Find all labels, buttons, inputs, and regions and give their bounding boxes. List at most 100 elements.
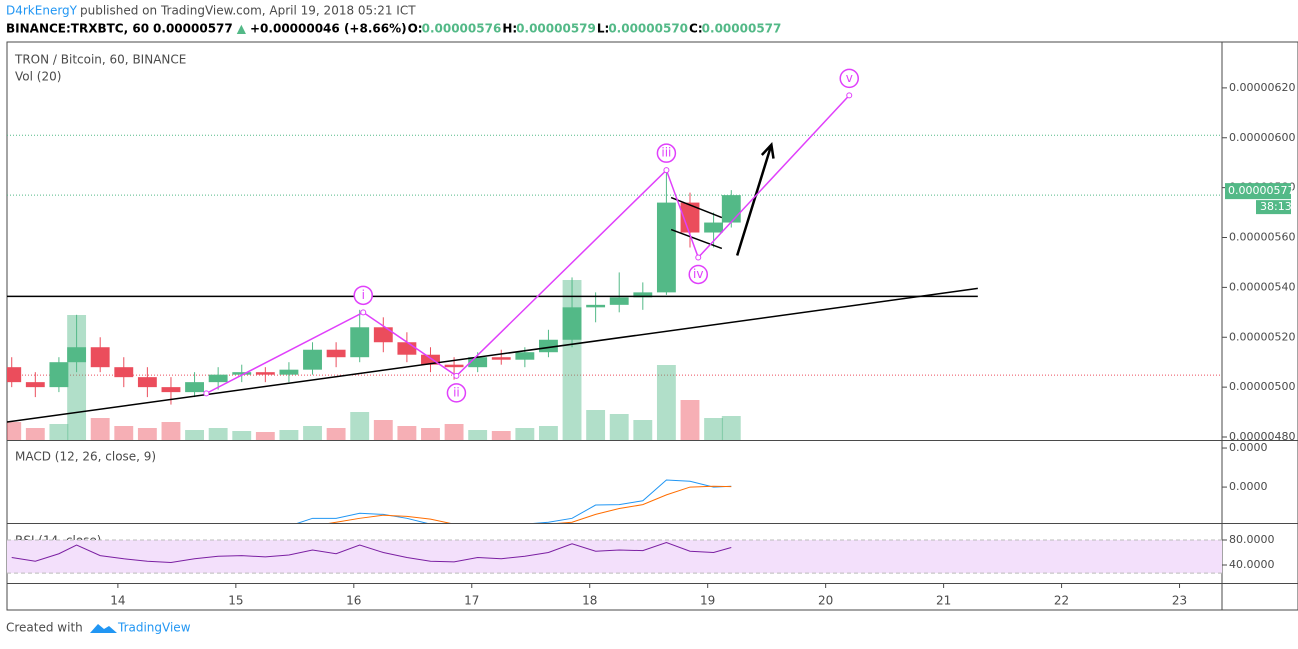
- wave-point: [663, 167, 670, 174]
- wave-label: ii: [453, 385, 460, 399]
- candle-body: [515, 352, 535, 360]
- volume-title: Vol (20): [15, 70, 61, 84]
- rsi-line: [11, 541, 732, 564]
- x-tick-label: 21: [936, 594, 951, 608]
- header-value: 0.00000579: [516, 22, 596, 36]
- volume-bar: [721, 416, 741, 440]
- candle-body: [67, 347, 87, 363]
- countdown-bg: [1256, 200, 1291, 215]
- candle-body: [539, 339, 558, 353]
- volume-bar: [137, 428, 157, 440]
- header-value: 0.00000577: [702, 22, 782, 36]
- wave-line: [206, 94, 850, 395]
- y-tick-label: 0.00000480: [1229, 430, 1295, 443]
- candle-body: [350, 327, 370, 358]
- header-value: 0.00000570: [608, 22, 688, 36]
- macd-signal: [328, 485, 732, 523]
- volume-bar: [421, 428, 440, 440]
- candle-body: [303, 349, 322, 370]
- trendline: [670, 196, 723, 219]
- candle-body: [491, 357, 511, 360]
- x-tick-label: 18: [582, 594, 597, 608]
- wave-point: [203, 390, 210, 397]
- candle-body: [704, 222, 724, 233]
- volume-bar: [397, 426, 417, 440]
- header-value: 0.00000577: [153, 22, 233, 36]
- candle-body: [444, 364, 464, 368]
- y-tick-label: 0.00000620: [1229, 81, 1295, 94]
- volume-bar: [25, 428, 45, 440]
- rsi-band: [7, 540, 1222, 574]
- countdown: 38:13: [1260, 200, 1292, 213]
- candle-body: [468, 357, 488, 368]
- candle-body: [279, 369, 299, 375]
- volume-bar: [208, 428, 228, 440]
- header-value: O:: [408, 22, 423, 36]
- volume-bar: [7, 422, 22, 440]
- trendline: [670, 228, 723, 250]
- symbol-line: BINANCE:TRXBTC, 60 0.00000577 ▲ +0.00000046…: [6, 22, 781, 36]
- wave-badge: [839, 68, 859, 89]
- x-tick-label: 14: [110, 594, 125, 608]
- macd-pane: [296, 479, 732, 523]
- volume-bar: [491, 431, 511, 440]
- wave-label: iv: [693, 267, 703, 281]
- candle-body: [232, 372, 252, 375]
- volume-bar: [680, 400, 700, 440]
- volume-bar: [609, 414, 629, 440]
- volume-bar: [303, 426, 322, 440]
- header-value: H:: [502, 22, 517, 36]
- y-tick-label: 0.00000560: [1229, 231, 1295, 244]
- tradingview-logo: [90, 624, 117, 633]
- chart-title: TRON / Bitcoin, 60, BINANCE: [14, 53, 186, 67]
- macd-macd: [296, 479, 732, 523]
- volume-bar: [373, 420, 393, 440]
- candle-body: [562, 307, 582, 340]
- arrow: [735, 141, 775, 256]
- published-info: published on TradingView.com, April 19, …: [80, 4, 416, 18]
- volume-bar: [586, 410, 606, 440]
- author[interactable]: D4rkEnergY: [6, 4, 78, 18]
- candle-body: [421, 354, 440, 365]
- candle-body: [680, 202, 700, 233]
- volume-bar: [326, 428, 346, 440]
- candle-body: [721, 195, 741, 223]
- wave-label: v: [846, 71, 853, 85]
- volume-bar: [114, 426, 134, 440]
- volume-bar: [515, 428, 535, 440]
- wave-label: iii: [661, 146, 671, 160]
- rsi-tick-label: 40.0000: [1229, 558, 1275, 571]
- header-value: L:: [597, 22, 609, 36]
- volume-bar: [67, 315, 87, 440]
- candle-body: [609, 297, 629, 305]
- footer-text: Created with: [6, 621, 83, 635]
- wave-label: i: [362, 288, 365, 302]
- volume-bar: [255, 432, 275, 440]
- macd-tick-label: 0.0000: [1229, 441, 1268, 454]
- wave-point: [453, 372, 460, 379]
- volume-bar: [539, 426, 558, 440]
- volume-bar: [704, 418, 724, 440]
- wave-badge: [353, 285, 373, 306]
- candle-body: [49, 362, 69, 388]
- candle-body: [161, 387, 181, 393]
- wave-badge: [656, 143, 677, 163]
- candle-body: [137, 377, 157, 388]
- candle-body: [586, 304, 606, 308]
- candle-body: [633, 292, 653, 298]
- header-value: BINANCE:TRXBTC, 60: [6, 22, 149, 36]
- volume-bar: [232, 431, 252, 440]
- macd-tick-label: 0.0000: [1229, 480, 1268, 493]
- volume-bar: [90, 418, 110, 440]
- y-tick-label: 0.00000540: [1229, 280, 1295, 293]
- candle-body: [255, 372, 275, 375]
- x-tick-label: 20: [818, 594, 833, 608]
- y-tick-label: 0.00000500: [1229, 380, 1295, 393]
- candle-body: [656, 202, 676, 293]
- wave-badge: [446, 383, 467, 403]
- volume-bar: [656, 365, 676, 440]
- footer-brand[interactable]: TradingView: [117, 621, 191, 635]
- volume-bar: [185, 430, 204, 440]
